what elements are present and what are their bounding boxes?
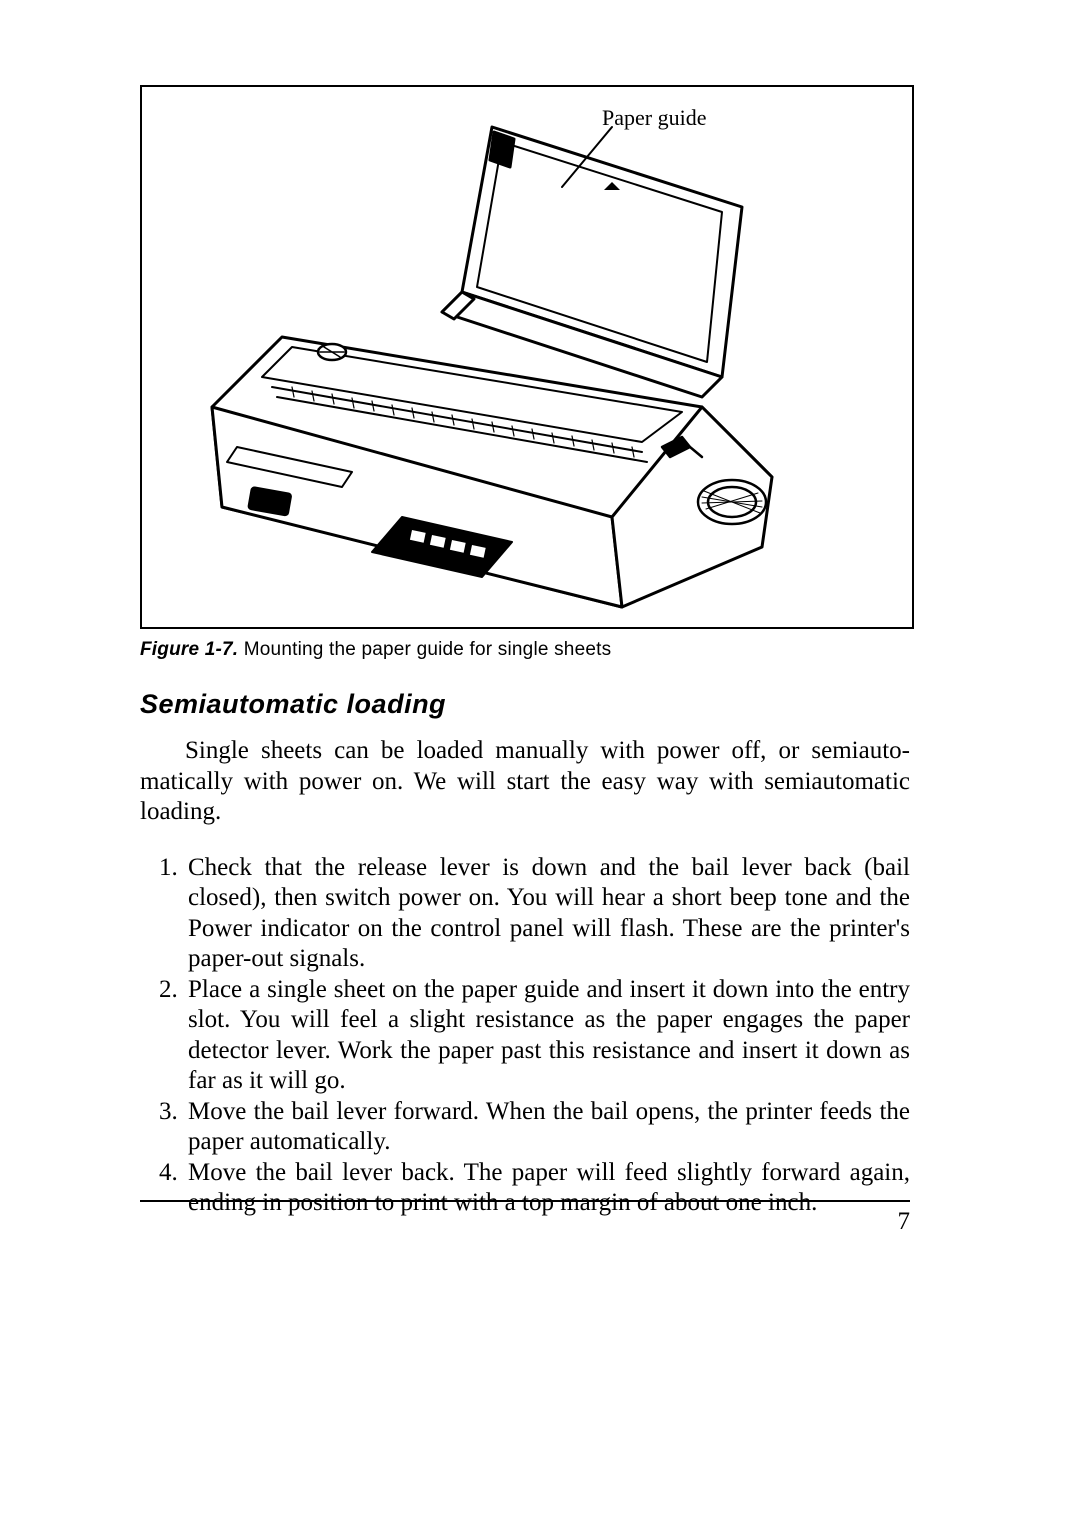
step-item: Move the bail lever forward. When the ba… <box>184 1097 910 1158</box>
figure-caption: Figure 1-7. Mounting the paper guide for… <box>140 639 910 661</box>
intro-paragraph: Single sheets can be loaded manually wit… <box>140 736 910 828</box>
figure-box: Paper guide <box>140 85 914 629</box>
steps-list: Check that the release lever is down and… <box>140 853 910 1219</box>
page-content: Paper guide Figure 1-7. Mounting the pap… <box>140 85 910 1219</box>
footer-rule <box>140 1200 910 1202</box>
step-item: Check that the release lever is down and… <box>184 853 910 975</box>
page-number: 7 <box>140 1208 910 1236</box>
figure-annotation-paper-guide: Paper guide <box>602 105 706 131</box>
figure-caption-text: Mounting the paper guide for single shee… <box>238 639 611 660</box>
section-heading: Semiautomatic loading <box>140 689 910 720</box>
figure-number: Figure 1-7. <box>140 639 238 660</box>
step-item: Place a single sheet on the paper guide … <box>184 975 910 1097</box>
printer-illustration <box>142 87 912 627</box>
